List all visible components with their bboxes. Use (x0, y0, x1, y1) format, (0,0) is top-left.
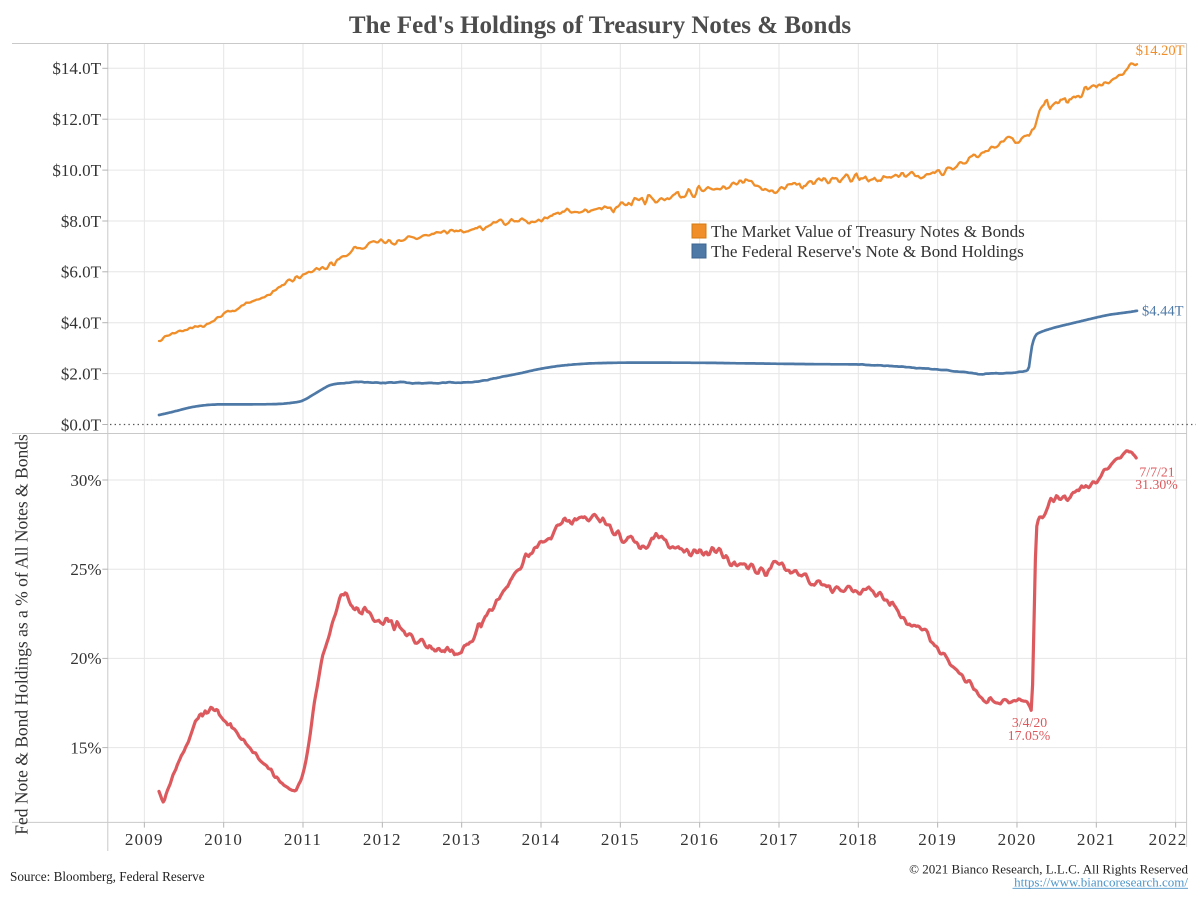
svg-text:$4.0T: $4.0T (61, 314, 102, 333)
svg-text:$8.0T: $8.0T (61, 212, 102, 231)
svg-text:$4.44T: $4.44T (1142, 304, 1184, 320)
svg-text:2022: 2022 (1149, 830, 1188, 849)
svg-text:30%: 30% (70, 471, 101, 490)
svg-text:The Fed's Holdings of Treasury: The Fed's Holdings of Treasury Notes & B… (349, 12, 851, 39)
svg-text:2021: 2021 (1077, 830, 1116, 849)
svg-text:2020: 2020 (998, 830, 1037, 849)
svg-text:$12.0T: $12.0T (52, 110, 101, 129)
svg-text:The Market Value of Treasury N: The Market Value of Treasury Notes & Bon… (711, 222, 1025, 241)
svg-text:$14.0T: $14.0T (52, 59, 101, 78)
svg-text:2015: 2015 (601, 830, 640, 849)
svg-text:15%: 15% (70, 738, 101, 757)
svg-text:3/4/20: 3/4/20 (1012, 715, 1047, 730)
svg-text:$10.0T: $10.0T (52, 161, 101, 180)
svg-text:2011: 2011 (284, 830, 322, 849)
svg-text:$0.0T: $0.0T (61, 415, 102, 434)
svg-text:20%: 20% (70, 649, 101, 668)
svg-text:Fed Note & Bond Holdings as a: Fed Note & Bond Holdings as a % of All N… (12, 434, 32, 835)
svg-text:2009: 2009 (125, 830, 164, 849)
svg-text:7/7/21: 7/7/21 (1139, 465, 1174, 480)
svg-text:Source: Bloomberg, Federal Res: Source: Bloomberg, Federal Reserve (10, 869, 205, 884)
svg-text:© 2021 Bianco Research, L.L.C.: © 2021 Bianco Research, L.L.C. All Right… (909, 862, 1188, 877)
svg-text:The Federal Reserve's Note & B: The Federal Reserve's Note & Bond Holdin… (711, 242, 1024, 261)
svg-text:17.05%: 17.05% (1008, 728, 1051, 743)
svg-text:2013: 2013 (442, 830, 481, 849)
svg-text:2019: 2019 (918, 830, 957, 849)
svg-text:25%: 25% (70, 560, 101, 579)
svg-text:2012: 2012 (363, 830, 402, 849)
svg-text:2017: 2017 (760, 830, 799, 849)
svg-text:https://www.biancoresearch.com: https://www.biancoresearch.com/ (1014, 875, 1188, 890)
svg-text:31.30%: 31.30% (1135, 477, 1178, 492)
svg-text:$2.0T: $2.0T (61, 364, 102, 383)
svg-text:$14.20T: $14.20T (1136, 43, 1185, 59)
svg-text:2018: 2018 (839, 830, 878, 849)
svg-text:2010: 2010 (204, 830, 243, 849)
svg-text:2016: 2016 (680, 830, 719, 849)
svg-text:$6.0T: $6.0T (61, 263, 102, 282)
svg-text:2014: 2014 (522, 830, 561, 849)
